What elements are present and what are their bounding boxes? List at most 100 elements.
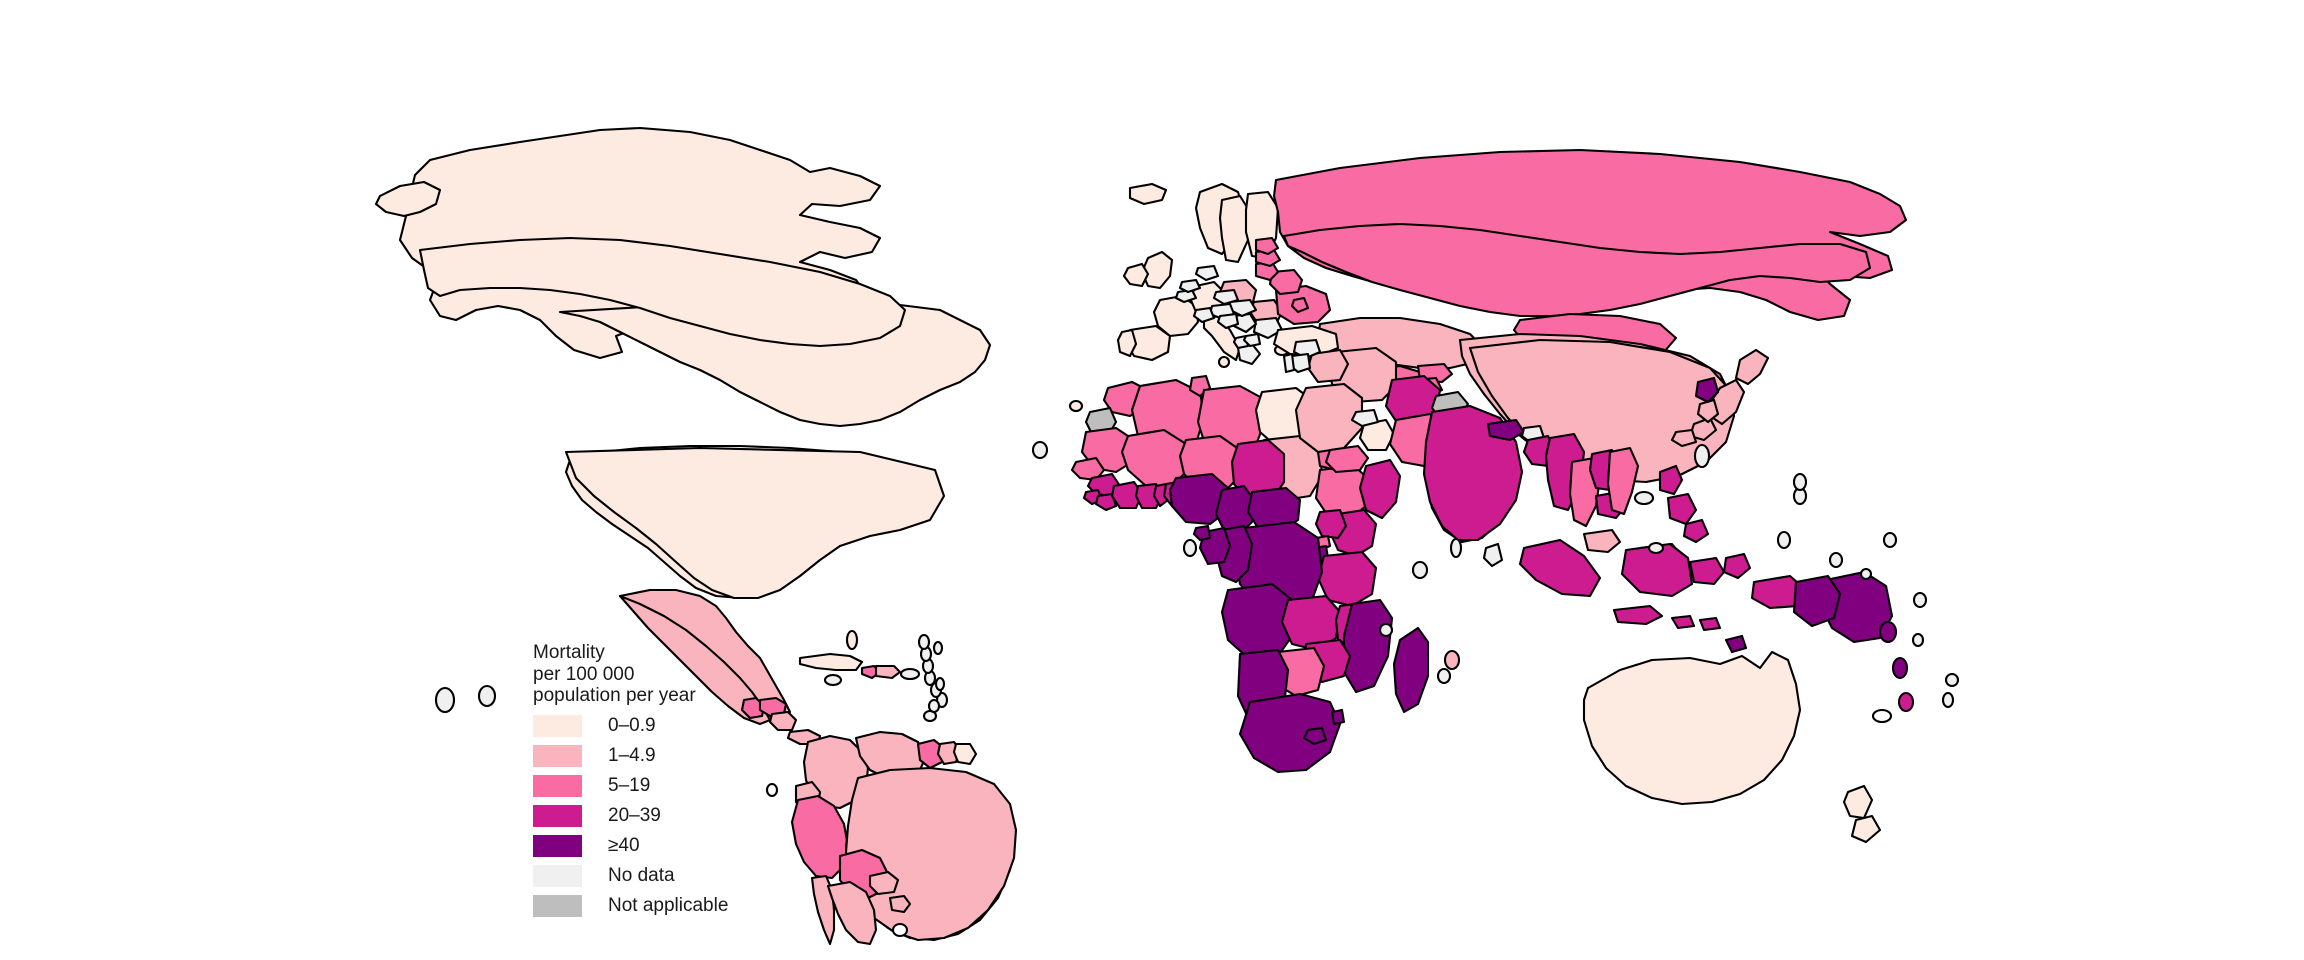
country-nigeria [1168,472,1230,526]
island-mauritius [1443,649,1461,671]
country-united-arab-emirates [1350,408,1380,428]
country-israel [1282,352,1296,374]
country-peru [790,794,850,880]
legend-item: No data [533,861,793,891]
island-marshall-islands [1882,531,1898,549]
country-moldova [1290,296,1310,314]
country-uganda [1314,508,1348,540]
island-kiribati [1912,591,1928,609]
country-papua-new-guinea [1792,574,1842,628]
country-philippines [1666,492,1698,526]
country-oman [1358,418,1396,452]
legend-label: 5–19 [608,774,651,796]
legend-item: 0–0.9 [533,711,793,741]
island-fiji [1897,691,1915,713]
country-argentina [826,880,878,946]
country-eswatini [1330,708,1346,726]
country-cote-d-ivoire [1110,480,1144,510]
island-brunei [1647,541,1665,555]
legend-label: 20–39 [608,804,661,826]
legend-label: 0–0.9 [608,714,656,736]
legend-title: Mortality per 100 000 population per yea… [533,642,696,706]
country-south-africa [1238,692,1342,774]
country-malaysia [1582,528,1622,554]
island-new-caledonia [1871,708,1893,724]
country-switzerland [1192,306,1216,324]
country-somalia [1358,458,1402,520]
island-cook-islands [477,684,497,708]
country-sri-lanka [1482,542,1504,568]
legend-label: 1–4.9 [608,744,656,766]
legend-swatch [533,714,582,737]
country-lesotho [1302,726,1328,746]
country-indonesia [1670,614,1696,630]
island-falkland-islands [891,922,909,938]
country-guatemala [740,696,766,720]
country-bulgaria [1252,316,1284,340]
legend-items: 0–0.9 1–4.9 5–19 20–39 ≥40 No data Not applica… [533,711,793,921]
country-russian-federation [1282,222,1872,318]
island-maldives [1449,537,1463,559]
island-vanuatu [1891,656,1909,680]
legend-item: 1–4.9 [533,741,793,771]
country-denmark [1194,264,1220,282]
country-indonesia [1518,538,1602,598]
legend-swatch [533,774,582,797]
island-jamaica [823,673,843,687]
country-timor-leste [1724,634,1748,654]
country-dominican-republic [874,664,902,680]
island-bahamas [845,629,859,651]
legend-swatch [533,864,582,887]
country-french-guiana [952,742,978,766]
island-palau [1776,530,1792,550]
country-mexico [618,594,772,726]
island-galapagos [765,782,779,798]
country-north-macedonia [1242,332,1262,348]
island-bermuda [932,640,944,656]
country-viet-nam [1606,446,1640,516]
country-united-states-of-america [564,446,946,600]
country-paraguay [868,870,900,896]
country-philippines [1682,518,1710,544]
legend-label: No data [608,864,675,886]
country-united-republic-of-tanzania [1316,550,1378,608]
country-new-zealand [1850,814,1882,844]
island-cabo-verde [1031,440,1049,460]
island-micronesia [1828,551,1844,569]
country-belarus [1268,268,1304,296]
country-cuba [798,652,864,672]
legend-swatch [533,894,582,917]
country-nicaragua [768,710,798,732]
legend-label: Not applicable [608,894,729,916]
island-comoros [1378,622,1394,638]
legend-swatch [533,804,582,827]
island-hainan [1633,490,1655,506]
country-yemen [1324,444,1370,474]
island-taiwan [1693,443,1711,469]
country-iceland [1128,182,1168,206]
country-indonesia [1620,542,1694,598]
country-ireland [1122,262,1150,288]
country-indonesia [1688,556,1726,586]
island-malta [1217,355,1231,369]
country-chile [810,874,836,946]
country-republic-of-korea [1696,398,1720,424]
country-japan [1670,428,1698,448]
country-netherlands [1178,278,1202,294]
island-puerto-rico [899,667,921,681]
country-nepal [1486,418,1526,442]
country-croatia [1216,312,1240,330]
country-australia [1582,650,1802,806]
country-czechia [1212,288,1240,306]
country-estonia [1254,236,1280,256]
country-mozambique [1342,598,1394,694]
country-canada [418,236,907,348]
country-philippines [1658,464,1684,496]
legend-swatch [533,744,582,767]
island-martinique [934,676,946,692]
island-sao-tome-and-principe [1182,538,1198,558]
country-syria [1292,338,1322,360]
country-indonesia [1722,552,1752,580]
country-liberia [1094,492,1118,512]
